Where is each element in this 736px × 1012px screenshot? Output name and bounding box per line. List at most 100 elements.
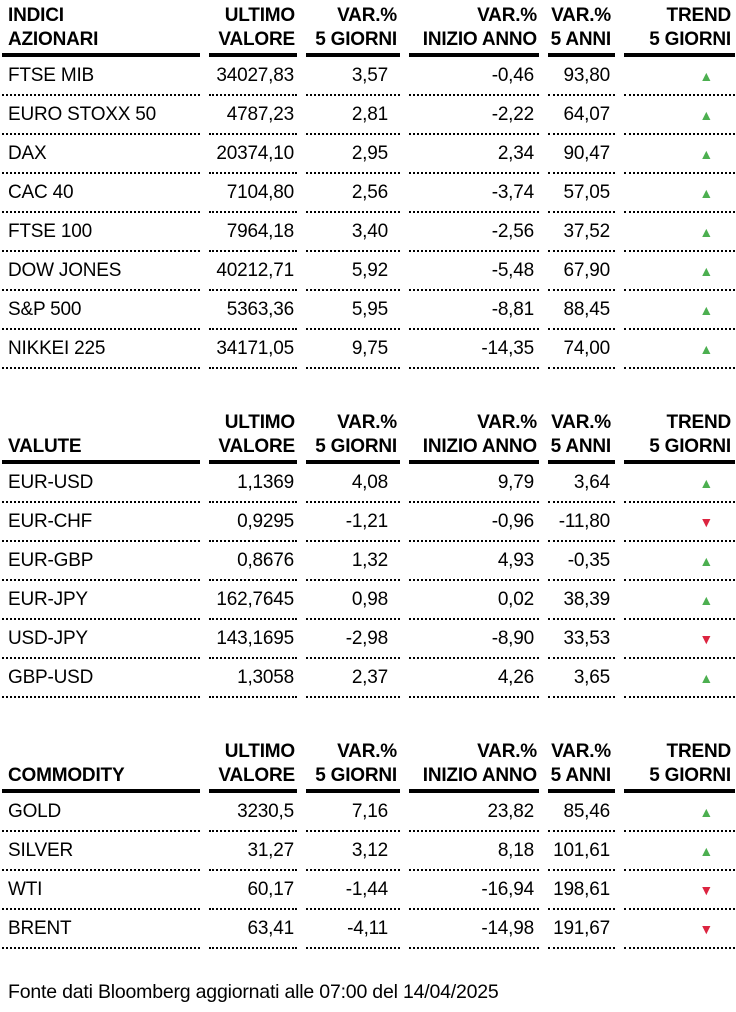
var-year-to-date: -14,35 bbox=[409, 330, 539, 369]
var-5-days: 7,16 bbox=[306, 793, 400, 832]
table-row: NIKKEI 225 34171,05 9,75 -14,35 74,00 ▲ bbox=[2, 330, 735, 369]
trend-cell: ▲ bbox=[624, 793, 735, 832]
var-5-days: -2,98 bbox=[306, 620, 400, 659]
var-year-to-date: -2,56 bbox=[409, 213, 539, 252]
var-year-to-date: 9,79 bbox=[409, 464, 539, 503]
last-value: 162,7645 bbox=[209, 581, 297, 620]
var-5-years: 33,53 bbox=[548, 620, 615, 659]
column-header-ultimo-valore: ULTIMO VALORE bbox=[209, 411, 297, 464]
trend-cell: ▼ bbox=[624, 871, 735, 910]
trend-down-icon: ▼ bbox=[699, 881, 713, 898]
var-5-days: 4,08 bbox=[306, 464, 400, 503]
instrument-name: EUR-GBP bbox=[2, 542, 200, 581]
trend-down-icon: ▼ bbox=[699, 630, 713, 647]
trend-up-icon: ▲ bbox=[699, 106, 713, 123]
trend-up-icon: ▲ bbox=[699, 145, 713, 162]
table-row: DAX 20374,10 2,95 2,34 90,47 ▲ bbox=[2, 135, 735, 174]
var-year-to-date: -0,46 bbox=[409, 57, 539, 96]
trend-cell: ▲ bbox=[624, 57, 735, 96]
trend-up-icon: ▲ bbox=[699, 474, 713, 491]
column-header-ultimo-valore: ULTIMO VALORE bbox=[209, 4, 297, 57]
instrument-name: EUR-CHF bbox=[2, 503, 200, 542]
section-title: INDICI AZIONARI bbox=[2, 4, 200, 57]
table-row: BRENT 63,41 -4,11 -14,98 191,67 ▼ bbox=[2, 910, 735, 949]
column-header-trend-5-giorni: TREND 5 GIORNI bbox=[624, 740, 735, 793]
last-value: 60,17 bbox=[209, 871, 297, 910]
section-title: COMMODITY bbox=[2, 740, 200, 793]
var-5-years: 101,61 bbox=[548, 832, 615, 871]
instrument-name: BRENT bbox=[2, 910, 200, 949]
market-section: INDICI AZIONARI ULTIMO VALORE VAR.% 5 GI… bbox=[2, 4, 735, 369]
table-row: GOLD 3230,5 7,16 23,82 85,46 ▲ bbox=[2, 793, 735, 832]
var-5-years: 3,65 bbox=[548, 659, 615, 698]
last-value: 4787,23 bbox=[209, 96, 297, 135]
last-value: 0,9295 bbox=[209, 503, 297, 542]
var-5-days: 3,57 bbox=[306, 57, 400, 96]
table-row: SILVER 31,27 3,12 8,18 101,61 ▲ bbox=[2, 832, 735, 871]
var-year-to-date: 2,34 bbox=[409, 135, 539, 174]
last-value: 34027,83 bbox=[209, 57, 297, 96]
var-5-years: -0,35 bbox=[548, 542, 615, 581]
table-row: FTSE MIB 34027,83 3,57 -0,46 93,80 ▲ bbox=[2, 57, 735, 96]
last-value: 20374,10 bbox=[209, 135, 297, 174]
var-5-days: -1,44 bbox=[306, 871, 400, 910]
trend-cell: ▲ bbox=[624, 581, 735, 620]
trend-cell: ▼ bbox=[624, 620, 735, 659]
table-row: DOW JONES 40212,71 5,92 -5,48 67,90 ▲ bbox=[2, 252, 735, 291]
section-title-line2: COMMODITY bbox=[8, 765, 125, 786]
section-title-line2: AZIONARI bbox=[8, 29, 99, 50]
column-header-var-5-anni: VAR.% 5 ANNI bbox=[548, 411, 615, 464]
instrument-name: EUR-JPY bbox=[2, 581, 200, 620]
column-header-var-5-anni: VAR.% 5 ANNI bbox=[548, 4, 615, 57]
last-value: 1,1369 bbox=[209, 464, 297, 503]
instrument-name: EURO STOXX 50 bbox=[2, 96, 200, 135]
last-value: 143,1695 bbox=[209, 620, 297, 659]
last-value: 1,3058 bbox=[209, 659, 297, 698]
last-value: 7964,18 bbox=[209, 213, 297, 252]
trend-cell: ▲ bbox=[624, 174, 735, 213]
var-year-to-date: -0,96 bbox=[409, 503, 539, 542]
table-row: USD-JPY 143,1695 -2,98 -8,90 33,53 ▼ bbox=[2, 620, 735, 659]
trend-cell: ▼ bbox=[624, 910, 735, 949]
section-title: VALUTE bbox=[2, 411, 200, 464]
table-row: S&P 500 5363,36 5,95 -8,81 88,45 ▲ bbox=[2, 291, 735, 330]
instrument-name: DOW JONES bbox=[2, 252, 200, 291]
instrument-name: FTSE MIB bbox=[2, 57, 200, 96]
section-header-row: INDICI AZIONARI ULTIMO VALORE VAR.% 5 GI… bbox=[2, 4, 735, 57]
trend-up-icon: ▲ bbox=[699, 669, 713, 686]
var-5-years: -11,80 bbox=[548, 503, 615, 542]
column-header-var-5-giorni: VAR.% 5 GIORNI bbox=[306, 411, 400, 464]
table-row: FTSE 100 7964,18 3,40 -2,56 37,52 ▲ bbox=[2, 213, 735, 252]
trend-up-icon: ▲ bbox=[699, 184, 713, 201]
var-5-days: 0,98 bbox=[306, 581, 400, 620]
instrument-name: CAC 40 bbox=[2, 174, 200, 213]
trend-down-icon: ▼ bbox=[699, 513, 713, 530]
var-5-days: 5,92 bbox=[306, 252, 400, 291]
instrument-name: S&P 500 bbox=[2, 291, 200, 330]
column-header-var-5-giorni: VAR.% 5 GIORNI bbox=[306, 4, 400, 57]
section-rows: GOLD 3230,5 7,16 23,82 85,46 ▲ SILVER 31… bbox=[2, 793, 735, 949]
var-year-to-date: 0,02 bbox=[409, 581, 539, 620]
section-title-line1: INDICI bbox=[8, 5, 64, 26]
last-value: 40212,71 bbox=[209, 252, 297, 291]
market-section: VALUTE ULTIMO VALORE VAR.% 5 GIORNI VAR.… bbox=[2, 411, 735, 698]
var-year-to-date: -8,81 bbox=[409, 291, 539, 330]
trend-cell: ▲ bbox=[624, 832, 735, 871]
section-header-row: VALUTE ULTIMO VALORE VAR.% 5 GIORNI VAR.… bbox=[2, 411, 735, 464]
section-header-row: COMMODITY ULTIMO VALORE VAR.% 5 GIORNI V… bbox=[2, 740, 735, 793]
var-5-years: 64,07 bbox=[548, 96, 615, 135]
trend-down-icon: ▼ bbox=[699, 920, 713, 937]
trend-cell: ▲ bbox=[624, 135, 735, 174]
table-row: EUR-GBP 0,8676 1,32 4,93 -0,35 ▲ bbox=[2, 542, 735, 581]
trend-up-icon: ▲ bbox=[699, 223, 713, 240]
section-title-line2: VALUTE bbox=[8, 436, 82, 457]
var-year-to-date: 8,18 bbox=[409, 832, 539, 871]
var-year-to-date: -16,94 bbox=[409, 871, 539, 910]
var-5-days: 2,81 bbox=[306, 96, 400, 135]
column-header-var-inizio-anno: VAR.% INIZIO ANNO bbox=[409, 740, 539, 793]
var-5-days: 9,75 bbox=[306, 330, 400, 369]
last-value: 34171,05 bbox=[209, 330, 297, 369]
var-5-days: 3,12 bbox=[306, 832, 400, 871]
last-value: 0,8676 bbox=[209, 542, 297, 581]
